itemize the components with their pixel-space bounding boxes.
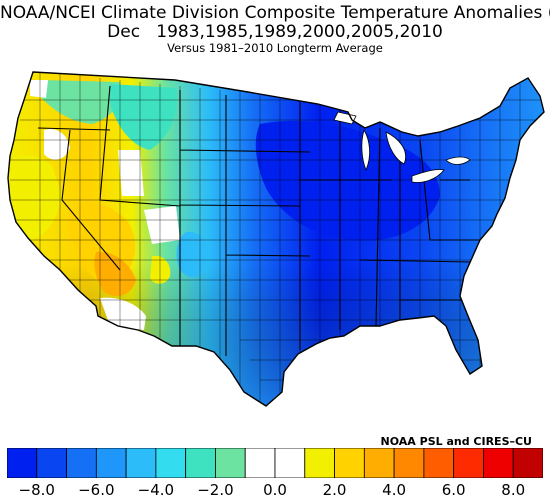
- colorbar-swatch: [244, 448, 276, 478]
- near-normal-southwest: [100, 297, 146, 330]
- idaho-montana-cool-region: [110, 84, 177, 150]
- colorbar-swatch: [155, 448, 187, 478]
- colorbar-tick-label: 2.0: [322, 481, 347, 499]
- us-climate-division-map: [7, 71, 545, 407]
- colorbar-swatch: [95, 448, 127, 478]
- near-normal-oregon: [44, 128, 70, 160]
- colorbar-tick-label: 8.0: [501, 481, 526, 499]
- northwest-cool-region: [40, 80, 122, 124]
- colorado-region: [176, 231, 211, 277]
- colorbar-swatch: [7, 448, 38, 478]
- colorbar-swatch: [483, 448, 514, 478]
- colorbar-tick-label: −2.0: [197, 481, 234, 499]
- colorbar-tick-label: 0.0: [263, 481, 287, 499]
- colorbar-swatch: [423, 448, 455, 478]
- colorbar-tick-label: −8.0: [18, 481, 55, 499]
- colorbar-swatch: [66, 448, 97, 478]
- data-credit: NOAA PSL and CIRES–CU: [380, 435, 532, 448]
- colorbar-swatch: [512, 448, 543, 478]
- colorbar-swatch: [215, 448, 246, 478]
- colorbar: [7, 448, 543, 478]
- map-subtitle-baseline: Versus 1981–2010 Longterm Average: [167, 41, 383, 55]
- colorbar-tick-label: 4.0: [382, 481, 407, 499]
- california-warm-region: [8, 155, 63, 241]
- colorbar-swatch: [363, 448, 395, 478]
- colorbar-swatch: [36, 448, 67, 478]
- colorbar-swatch: [304, 448, 335, 478]
- map-title: NOAA/NCEI Climate Division Composite Tem…: [0, 3, 550, 23]
- colorbar-tick-label: 6.0: [441, 481, 466, 499]
- near-normal-utah-south: [144, 206, 180, 244]
- arizona-warm-core: [94, 251, 136, 296]
- colorbar-swatch: [274, 448, 306, 478]
- colorbar-tick-label: −6.0: [78, 481, 115, 499]
- colorbar-swatch: [393, 448, 425, 478]
- near-normal-utah-north: [118, 150, 144, 196]
- map-subtitle-years: Dec 1983,1985,1989,2000,2005,2010: [107, 22, 443, 42]
- colorbar-swatch: [334, 448, 365, 478]
- colorbar-tick-label: −4.0: [137, 481, 175, 499]
- near-normal-puget: [30, 80, 48, 98]
- colorbar-swatch: [185, 448, 216, 478]
- colorbar-swatch: [453, 448, 484, 478]
- great-lakes: [333, 111, 471, 183]
- state-boundaries: [37, 85, 480, 356]
- colorbar-swatch: [125, 448, 157, 478]
